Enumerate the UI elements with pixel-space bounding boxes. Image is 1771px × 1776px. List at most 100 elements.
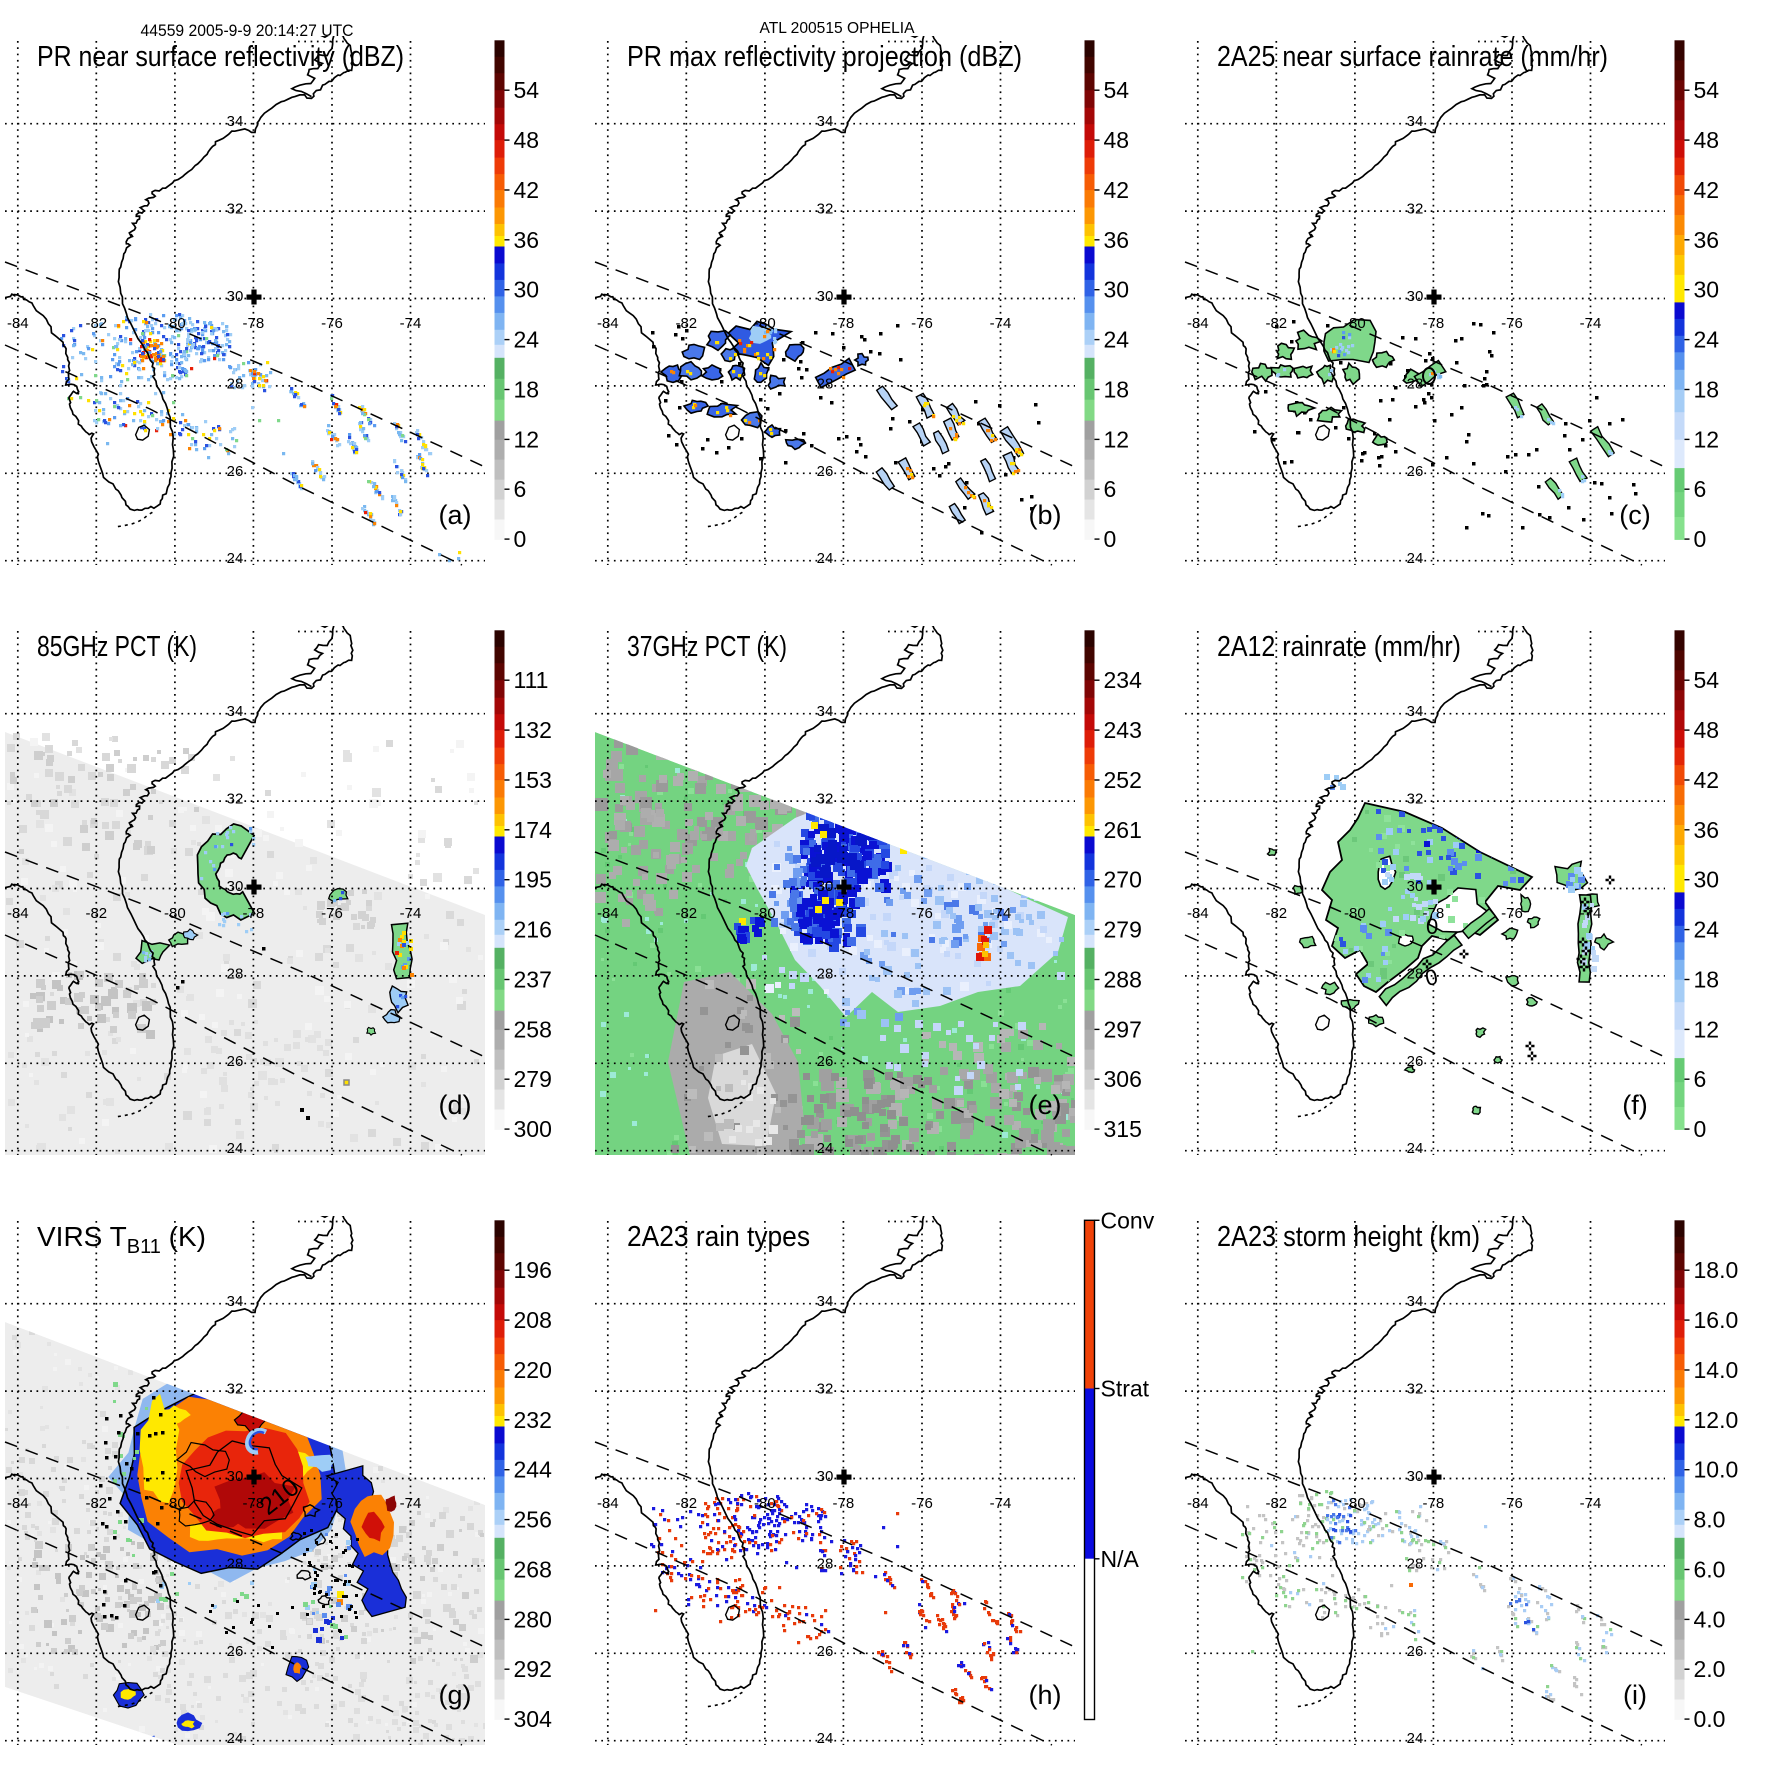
svg-text:4.0: 4.0	[1694, 1606, 1726, 1632]
svg-text:44559 2005-9-9 20:14:27 UTC: 44559 2005-9-9 20:14:27 UTC	[141, 21, 354, 40]
svg-text:26: 26	[227, 463, 244, 480]
svg-text:34: 34	[227, 1293, 244, 1310]
svg-text:-74: -74	[990, 315, 1012, 332]
svg-text:24: 24	[227, 1730, 244, 1747]
svg-text:24: 24	[1407, 1730, 1424, 1747]
svg-text:220: 220	[514, 1357, 552, 1383]
svg-text:26: 26	[227, 1643, 244, 1660]
svg-text:-76: -76	[911, 315, 933, 332]
svg-text:-76: -76	[1501, 1495, 1523, 1512]
svg-text:-74: -74	[1580, 905, 1602, 922]
svg-text:280: 280	[514, 1606, 552, 1632]
svg-text:24: 24	[1407, 1140, 1424, 1157]
svg-text:24: 24	[1407, 550, 1424, 567]
svg-text:34: 34	[1407, 703, 1424, 720]
svg-text:30: 30	[1407, 1468, 1424, 1485]
svg-text:-76: -76	[1501, 315, 1523, 332]
svg-text:24: 24	[1104, 327, 1130, 353]
svg-text:34: 34	[1407, 1293, 1424, 1310]
svg-text:-78: -78	[1423, 1495, 1445, 1512]
svg-text:-74: -74	[400, 1495, 422, 1512]
svg-text:30: 30	[227, 878, 244, 895]
svg-text:2A23 rain types: 2A23 rain types	[627, 1221, 810, 1253]
svg-text:12: 12	[514, 426, 540, 452]
svg-text:18: 18	[1694, 967, 1720, 993]
svg-text:26: 26	[1407, 1643, 1424, 1660]
svg-text:Conv: Conv	[1101, 1207, 1155, 1233]
svg-text:0.0: 0.0	[1694, 1706, 1726, 1732]
svg-text:37GHz PCT (K): 37GHz PCT (K)	[627, 631, 787, 663]
svg-text:12: 12	[1694, 426, 1720, 452]
svg-text:12: 12	[1694, 1016, 1720, 1042]
svg-text:6: 6	[514, 476, 527, 502]
svg-text:24: 24	[514, 327, 540, 353]
svg-text:42: 42	[1694, 177, 1720, 203]
svg-text:-76: -76	[321, 315, 343, 332]
svg-text:-84: -84	[597, 905, 619, 922]
svg-text:-82: -82	[1265, 905, 1287, 922]
svg-text:24: 24	[227, 1140, 244, 1157]
svg-text:36: 36	[1694, 817, 1720, 843]
svg-text:-80: -80	[754, 1495, 776, 1512]
svg-text:48: 48	[1104, 127, 1130, 153]
svg-text:42: 42	[1104, 177, 1130, 203]
svg-text:(g): (g)	[439, 1680, 472, 1710]
svg-text:48: 48	[1694, 127, 1720, 153]
svg-text:232: 232	[514, 1407, 552, 1433]
svg-text:-80: -80	[754, 905, 776, 922]
svg-text:0: 0	[1104, 526, 1117, 552]
svg-text:270: 270	[1104, 867, 1142, 893]
svg-text:8.0: 8.0	[1694, 1507, 1726, 1533]
svg-text:-74: -74	[990, 1495, 1012, 1512]
svg-text:-82: -82	[675, 905, 697, 922]
svg-text:-78: -78	[833, 315, 855, 332]
svg-text:28: 28	[817, 375, 834, 392]
svg-text:-82: -82	[675, 315, 697, 332]
svg-text:244: 244	[514, 1457, 553, 1483]
svg-text:-78: -78	[243, 905, 265, 922]
svg-text:28: 28	[1407, 375, 1424, 392]
svg-text:243: 243	[1104, 717, 1142, 743]
svg-text:ATL 200515 OPHELIA: ATL 200515 OPHELIA	[760, 20, 915, 37]
svg-text:-84: -84	[597, 1495, 619, 1512]
svg-text:48: 48	[1694, 717, 1720, 743]
svg-text:30: 30	[514, 277, 540, 303]
svg-text:28: 28	[817, 1555, 834, 1572]
svg-text:(f): (f)	[1622, 1090, 1647, 1120]
svg-text:30: 30	[817, 1468, 834, 1485]
svg-text:6: 6	[1694, 1066, 1707, 1092]
svg-text:28: 28	[227, 1555, 244, 1572]
svg-text:6.0: 6.0	[1694, 1557, 1726, 1583]
svg-text:2A23 storm height (km): 2A23 storm height (km)	[1217, 1221, 1480, 1253]
svg-text:(a): (a)	[439, 500, 472, 530]
svg-text:2A12 rainrate (mm/hr): 2A12 rainrate (mm/hr)	[1217, 631, 1461, 663]
svg-text:-76: -76	[911, 905, 933, 922]
svg-text:(i): (i)	[1623, 1680, 1647, 1710]
svg-text:-82: -82	[85, 1495, 107, 1512]
svg-text:28: 28	[227, 965, 244, 982]
svg-text:12.0: 12.0	[1694, 1407, 1739, 1433]
svg-text:304: 304	[514, 1706, 553, 1732]
svg-text:PR near surface reflectivity (: PR near surface reflectivity (dBZ)	[37, 41, 404, 73]
svg-text:0: 0	[1694, 1116, 1707, 1142]
svg-text:292: 292	[514, 1656, 552, 1682]
svg-text:-84: -84	[1187, 1495, 1209, 1512]
svg-text:216: 216	[514, 917, 552, 943]
svg-text:-78: -78	[1423, 315, 1445, 332]
svg-text:-80: -80	[1344, 315, 1366, 332]
svg-text:-80: -80	[164, 905, 186, 922]
svg-text:0: 0	[1426, 914, 1438, 939]
svg-text:256: 256	[514, 1507, 552, 1533]
svg-text:-76: -76	[321, 1495, 343, 1512]
svg-text:237: 237	[514, 967, 552, 993]
svg-text:-84: -84	[7, 905, 29, 922]
svg-text:34: 34	[227, 113, 244, 130]
svg-text:153: 153	[514, 767, 552, 793]
svg-text:234: 234	[1104, 667, 1143, 693]
svg-text:208: 208	[514, 1307, 552, 1333]
svg-text:195: 195	[514, 867, 552, 893]
svg-text:2A25 near surface rainrate (mm: 2A25 near surface rainrate (mm/hr)	[1217, 41, 1608, 73]
svg-text:18.0: 18.0	[1694, 1257, 1739, 1283]
svg-text:-82: -82	[1265, 315, 1287, 332]
svg-text:-82: -82	[85, 905, 107, 922]
